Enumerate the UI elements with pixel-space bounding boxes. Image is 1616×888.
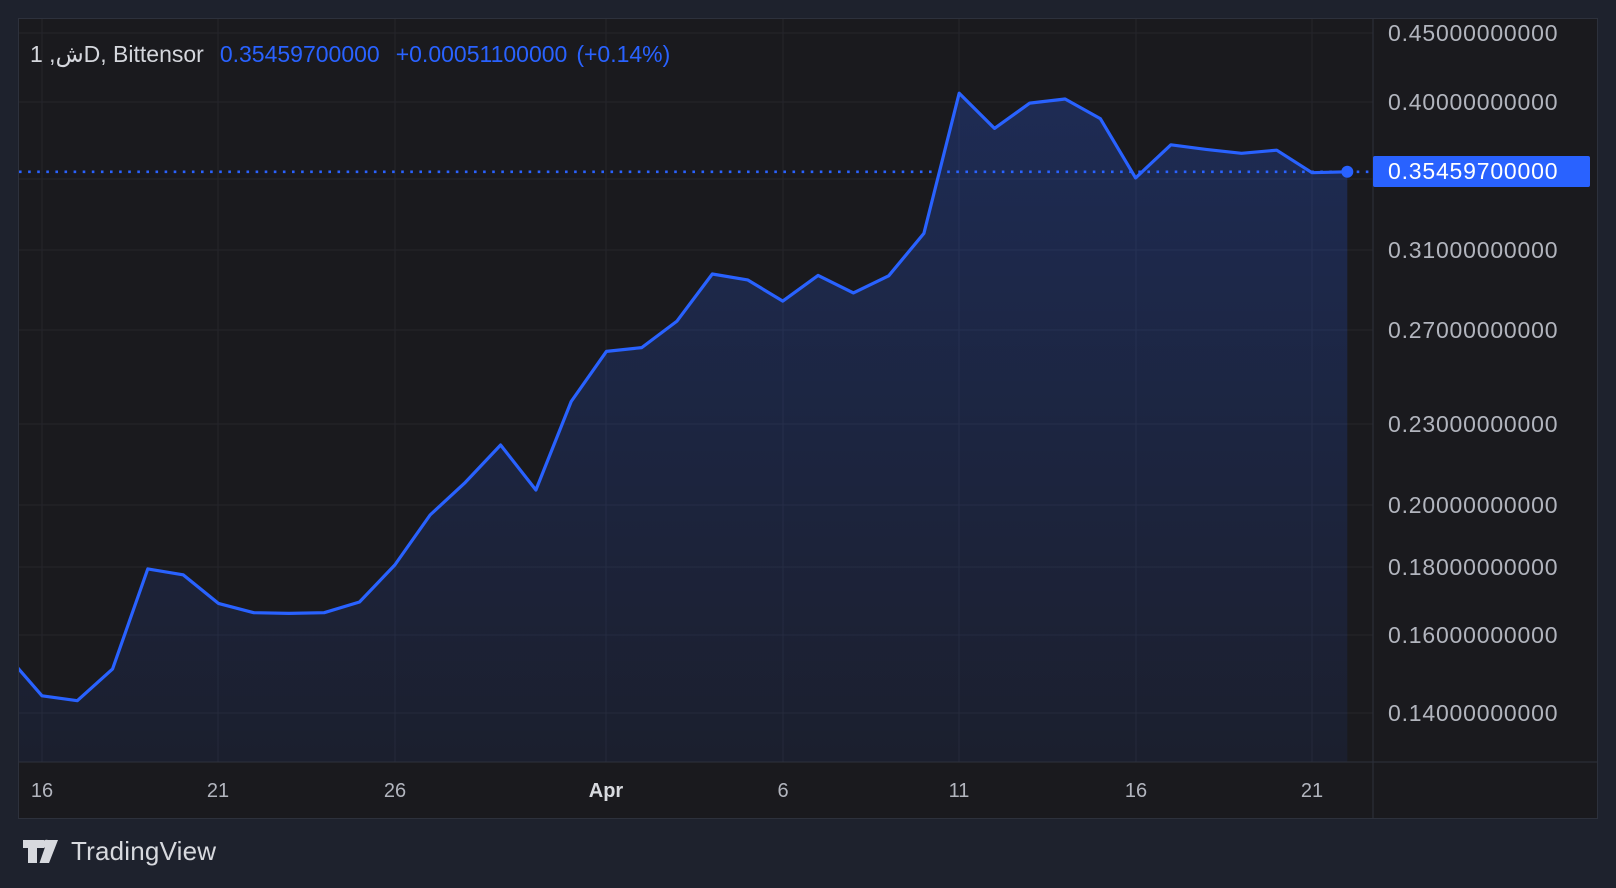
- price-tick-label: 0.40000000000: [1388, 89, 1559, 115]
- symbol-title[interactable]: 1 ,شD, Bittensor: [30, 41, 204, 67]
- tradingview-logo-icon[interactable]: [22, 839, 59, 864]
- price-change-absolute: +0.00051100000: [395, 41, 568, 67]
- price-tick-label: 0.20000000000: [1388, 492, 1559, 518]
- time-tick-label: 16: [30, 780, 54, 802]
- time-tick-label: 6: [777, 780, 789, 802]
- tradingview-logo-text[interactable]: TradingView: [71, 836, 217, 866]
- footer: TradingView: [22, 836, 216, 867]
- price-badge: 0.35459700000: [1373, 156, 1590, 187]
- time-tick-label: Apr: [588, 780, 624, 802]
- price-tick-label: 0.27000000000: [1388, 317, 1559, 343]
- time-tick-label: 26: [383, 780, 407, 802]
- price-change: +0.00051100000 (+0.14%): [396, 41, 671, 68]
- price-axis[interactable]: 0.45000000000 0.40000000000 0.31000000000 0…: [1373, 19, 1597, 762]
- price-tick-label: 0.18000000000: [1388, 554, 1559, 580]
- chart-legend: 1 ,شD, Bittensor 0.35459700000 +0.000511…: [30, 41, 670, 68]
- chart-widget: 1 ,شD, Bittensor 0.35459700000 +0.000511…: [18, 18, 1598, 819]
- last-price-value: 0.35459700000: [219, 41, 380, 67]
- time-tick-label: 21: [206, 780, 230, 802]
- time-tick-label: 16: [1124, 780, 1148, 802]
- price-tick-label: 0.45000000000: [1388, 20, 1559, 46]
- chart-canvas[interactable]: [19, 19, 1597, 818]
- price-tick-label: 0.31000000000: [1388, 237, 1559, 263]
- time-tick-label: 11: [948, 780, 970, 802]
- time-axis[interactable]: 16 21 26 Apr 6 11 16 21: [19, 762, 1373, 818]
- time-tick-label: 21: [1300, 780, 1324, 802]
- price-change-percent: (+0.14%): [576, 41, 671, 67]
- price-tick-label: 0.23000000000: [1388, 411, 1559, 437]
- price-tick-label: 0.14000000000: [1388, 700, 1559, 726]
- price-tick-label: 0.16000000000: [1388, 622, 1559, 648]
- price-badge-value: 0.35459700000: [1388, 158, 1559, 184]
